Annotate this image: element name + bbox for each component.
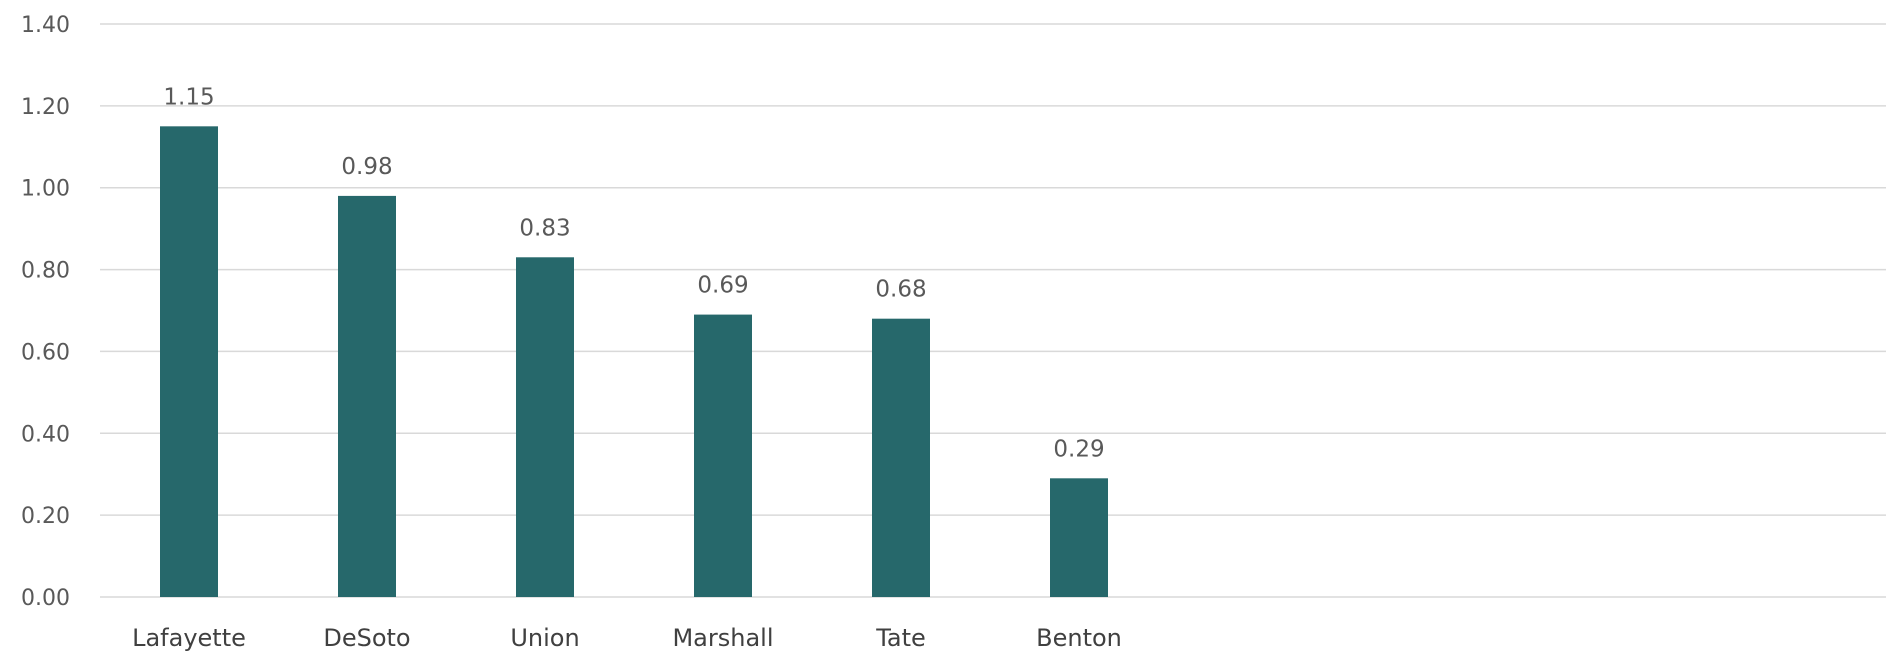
x-tick-label: Lafayette [132,624,246,652]
bar-marshall [694,314,752,597]
data-label: 0.69 [697,273,748,299]
data-label: 0.98 [341,154,392,180]
data-label: 0.29 [1053,436,1104,462]
data-label: 0.83 [519,215,570,241]
data-label: 1.15 [163,84,214,110]
y-tick-label: 1.20 [21,95,70,120]
bar-union [516,257,574,597]
y-tick-label: 0.40 [21,422,70,447]
bar-lafayette [160,126,218,598]
bar-benton [1050,478,1108,597]
data-label: 0.68 [875,277,926,303]
x-tick-label: Marshall [672,624,773,652]
x-tick-label: Union [510,624,579,652]
y-axis: 0.00 0.20 0.40 0.60 0.80 1.00 1.20 1.40 [21,13,70,611]
x-tick-label: Tate [875,624,926,652]
x-axis: Lafayette DeSoto Union Marshall Tate Benton [132,624,1122,652]
bars [160,126,1108,598]
bar-desoto [338,195,396,597]
x-tick-label: DeSoto [323,624,410,652]
gridlines [100,23,1886,598]
data-labels: 1.15 0.98 0.83 0.69 0.68 0.29 [163,84,1104,462]
y-tick-label: 0.20 [21,504,70,529]
y-tick-label: 0.00 [21,586,70,611]
bar-tate [872,318,930,597]
y-tick-label: 1.40 [21,13,70,38]
x-tick-label: Benton [1036,624,1122,652]
y-tick-label: 0.60 [21,340,70,365]
y-tick-label: 0.80 [21,259,70,284]
y-tick-label: 1.00 [21,177,70,202]
